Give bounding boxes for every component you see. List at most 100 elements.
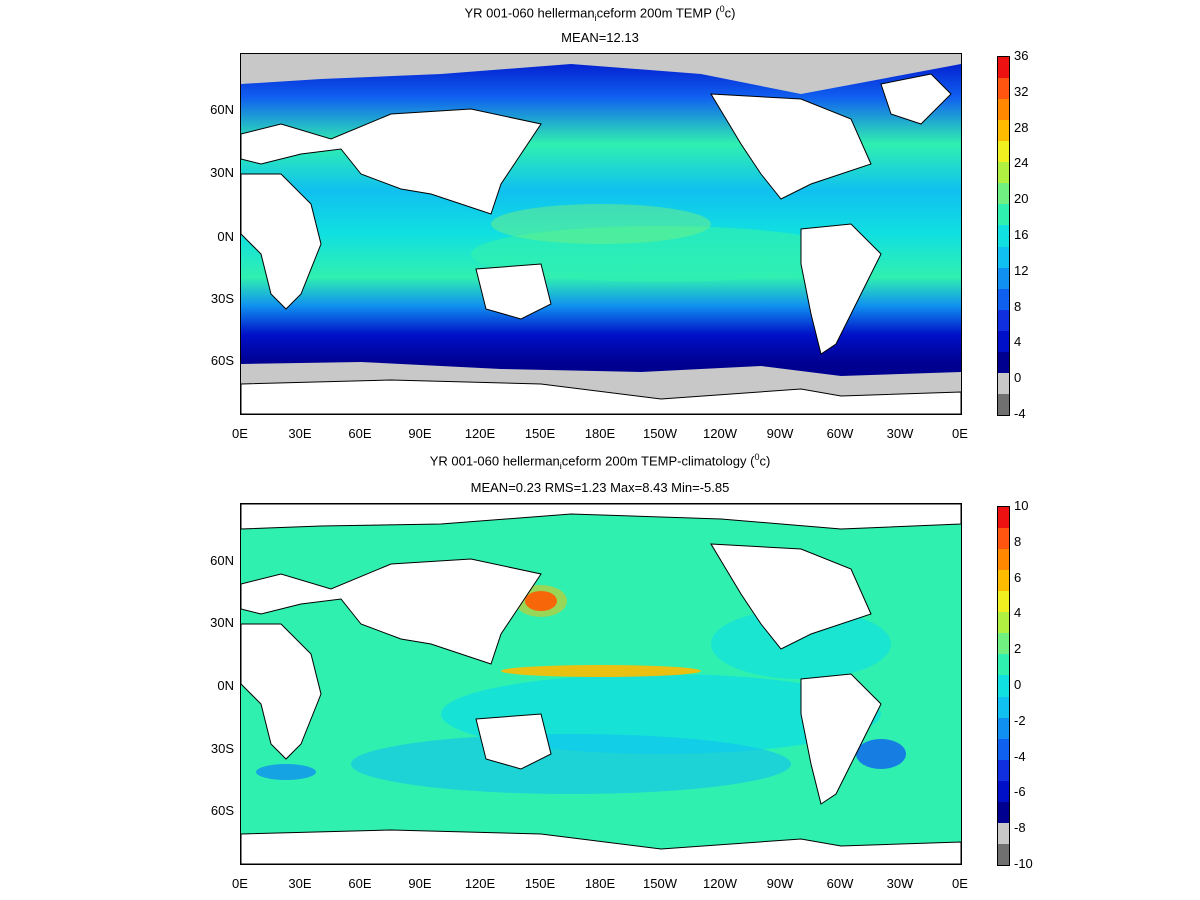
colorbar-label: -10: [1014, 856, 1033, 871]
x-tick-label: 60W: [826, 426, 854, 441]
antarctica: [241, 829, 961, 864]
top-map-subtitle: MEAN=12.13: [561, 30, 639, 45]
colorbar-segment: [998, 675, 1009, 698]
top-map-title: YR 001-060 hellermaniceform 200m TEMP (0…: [464, 4, 736, 23]
colorbar-segment: [998, 393, 1009, 416]
colorbar-segment: [998, 759, 1009, 782]
colorbar-label: 32: [1014, 83, 1029, 99]
x-tick-label: 120E: [464, 876, 496, 891]
colorbar-segment: [998, 183, 1009, 205]
colorbar-label: 8: [1014, 533, 1022, 549]
x-tick-label: 150W: [643, 876, 677, 891]
greenland: [880, 73, 952, 125]
colorbar-segment: [998, 78, 1009, 100]
tropical-anomaly: [441, 674, 881, 754]
eurasia: [241, 108, 542, 215]
colorbar-segment: [998, 780, 1009, 803]
x-tick-label: 30W: [886, 876, 914, 891]
colorbar-segment: [998, 507, 1009, 529]
colorbar-segment: [998, 843, 1009, 866]
africa: [241, 173, 322, 310]
y-tick-label: 30N: [210, 165, 234, 180]
colorbar-label: 20: [1014, 191, 1029, 207]
colorbar-label: -6: [1014, 784, 1026, 800]
colorbar-label: 6: [1014, 569, 1022, 585]
x-tick-label: 150E: [524, 876, 556, 891]
colorbar-label: 8: [1014, 298, 1022, 314]
colorbar-segment: [998, 162, 1009, 184]
colorbar-label: -8: [1014, 820, 1026, 836]
x-tick-label: 120W: [703, 426, 737, 441]
indian-cool: [256, 764, 316, 780]
colorbar-segment: [998, 225, 1009, 248]
bottom-anomaly-map: [240, 503, 962, 865]
y-tick-label: 60N: [210, 102, 234, 117]
colorbar-segment: [998, 204, 1009, 226]
colorbar-label: -2: [1014, 712, 1026, 728]
colorbar-segment: [998, 612, 1009, 634]
x-tick-label: 0E: [232, 426, 248, 441]
colorbar-segment: [998, 822, 1009, 845]
colorbar-segment: [998, 246, 1009, 269]
colorbar-label: 0: [1014, 370, 1022, 386]
equatorial-warm: [501, 665, 701, 677]
south-america: [800, 223, 882, 355]
x-tick-label: 0E: [952, 426, 968, 441]
x-tick-label: 90W: [766, 876, 794, 891]
colorbar-segment: [998, 351, 1009, 374]
colorbar-segment: [998, 654, 1009, 676]
x-tick-label: 0E: [952, 876, 968, 891]
colorbar-segment: [998, 801, 1009, 824]
x-tick-label: 120W: [703, 876, 737, 891]
top-colorbar: [997, 56, 1010, 416]
x-tick-label: 30E: [288, 876, 312, 891]
australia: [475, 263, 552, 320]
x-tick-label: 60W: [826, 876, 854, 891]
colorbar-label: 10: [1014, 498, 1029, 513]
colorbar-label: 24: [1014, 155, 1029, 171]
colorbar-segment: [998, 99, 1009, 121]
colorbar-segment: [998, 696, 1009, 719]
x-tick-label: 60E: [348, 426, 372, 441]
y-tick-label: 0N: [217, 229, 234, 244]
subtropic-band: [491, 204, 711, 244]
southern-anomaly: [351, 734, 791, 794]
y-tick-label: 0N: [217, 678, 234, 693]
colorbar-label: 0: [1014, 677, 1022, 692]
arctic-ice: [241, 54, 961, 94]
south-atlantic-cool: [856, 739, 906, 769]
x-tick-label: 30W: [886, 426, 914, 441]
colorbar-label: 36: [1014, 48, 1029, 63]
australia: [475, 713, 552, 770]
colorbar-segment: [998, 528, 1009, 550]
antarctica-land: [241, 379, 961, 414]
colorbar-segment: [998, 549, 1009, 571]
continents: [241, 73, 952, 355]
pacific-cool: [711, 609, 891, 679]
colorbar-label: 4: [1014, 334, 1022, 350]
colorbar-segment: [998, 267, 1009, 290]
y-tick-label: 30S: [210, 741, 234, 756]
colorbar-segment: [998, 120, 1009, 142]
colorbar-segment: [998, 141, 1009, 163]
x-tick-label: 60E: [348, 876, 372, 891]
colorbar-label: -4: [1014, 748, 1026, 764]
x-tick-label: 30E: [288, 426, 312, 441]
bottom-map-title: YR 001-060 hellermaniceform 200m TEMP-cl…: [429, 452, 771, 471]
colorbar-segment: [998, 738, 1009, 761]
x-tick-label: 150W: [643, 426, 677, 441]
y-tick-label: 60N: [210, 553, 234, 568]
x-tick-label: 90W: [766, 426, 794, 441]
colorbar-segment: [998, 57, 1009, 79]
x-tick-label: 180E: [584, 426, 616, 441]
north-america: [710, 93, 872, 200]
y-tick-label: 60S: [210, 803, 234, 818]
x-tick-label: 120E: [464, 426, 496, 441]
africa: [241, 623, 322, 760]
colorbar-segment: [998, 591, 1009, 613]
colorbar-label: -4: [1014, 406, 1026, 421]
eurasia: [241, 558, 542, 665]
colorbar-segment: [998, 633, 1009, 655]
south-america: [800, 673, 882, 805]
colorbar-segment: [998, 570, 1009, 592]
